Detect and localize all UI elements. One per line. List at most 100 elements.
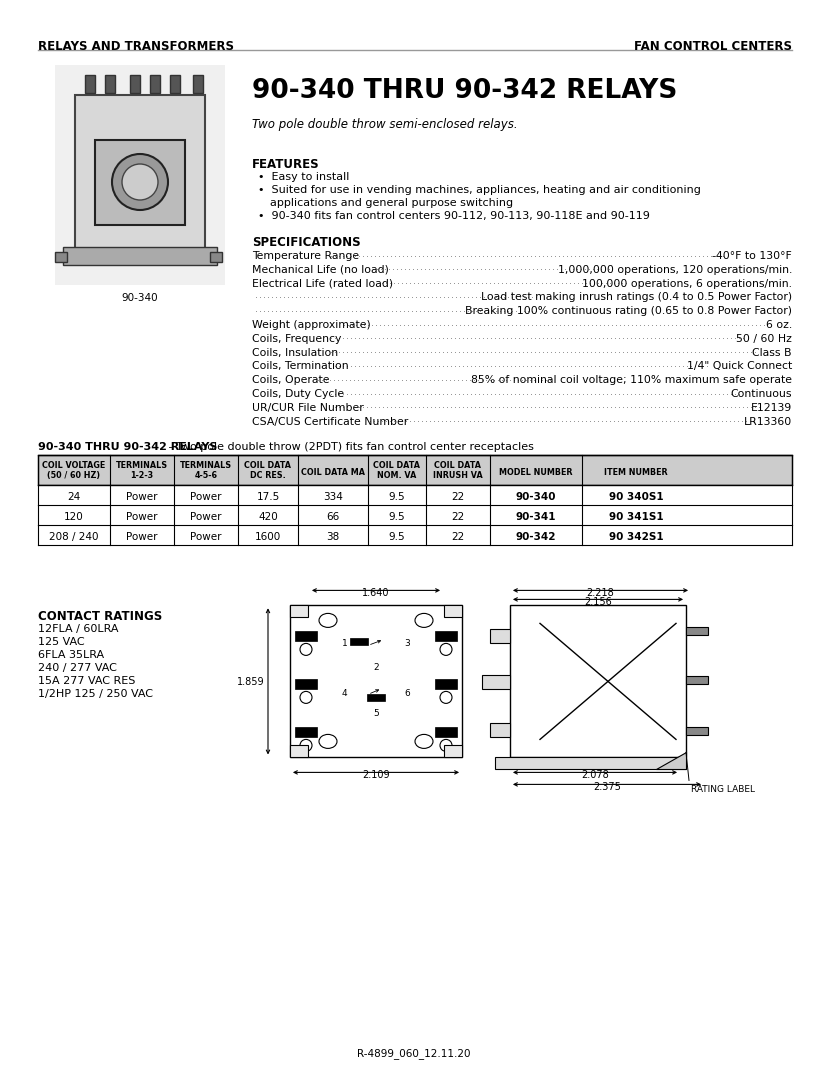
Point (365, 302, 378, 319)
Point (571, 247, 585, 264)
Point (643, 247, 657, 264)
Point (421, 316, 434, 333)
Point (456, 330, 469, 347)
Point (332, 398, 346, 415)
Point (483, 412, 496, 429)
Point (619, 274, 633, 292)
Point (404, 247, 417, 264)
Point (552, 330, 565, 347)
Point (369, 302, 382, 319)
Point (516, 384, 529, 402)
Point (352, 344, 366, 361)
Point (571, 384, 585, 402)
Point (504, 316, 518, 333)
Point (546, 261, 559, 278)
Text: Coils, Operate: Coils, Operate (251, 375, 329, 386)
Point (249, 288, 262, 305)
Point (748, 344, 761, 361)
Point (524, 358, 538, 375)
Point (301, 288, 314, 305)
Point (348, 344, 361, 361)
Point (727, 330, 740, 347)
Point (536, 358, 549, 375)
Point (495, 412, 508, 429)
Point (390, 412, 404, 429)
Point (624, 330, 637, 347)
Point (628, 247, 641, 264)
Bar (495, 757, 686, 769)
Point (539, 274, 552, 292)
Point (608, 384, 621, 402)
Point (600, 344, 613, 361)
Point (492, 384, 505, 402)
Point (371, 274, 385, 292)
Point (353, 302, 366, 319)
Point (313, 288, 326, 305)
Point (735, 330, 748, 347)
Point (463, 274, 476, 292)
Point (403, 372, 416, 389)
Point (588, 398, 601, 415)
Text: RELAYS AND TRANSFORMERS: RELAYS AND TRANSFORMERS (38, 40, 234, 53)
Point (337, 358, 350, 375)
Point (352, 358, 366, 375)
Point (459, 412, 472, 429)
Point (417, 316, 430, 333)
Point (423, 412, 436, 429)
Point (370, 261, 384, 278)
Point (413, 358, 426, 375)
Point (414, 412, 428, 429)
Text: -40°F to 130°F: -40°F to 130°F (711, 251, 791, 261)
Point (401, 316, 414, 333)
Point (319, 372, 332, 389)
Point (448, 398, 461, 415)
Point (471, 372, 485, 389)
Point (681, 316, 694, 333)
Point (557, 316, 570, 333)
Point (739, 412, 752, 429)
Point (523, 384, 537, 402)
Text: Coils, Insulation: Coils, Insulation (251, 347, 337, 358)
Point (540, 384, 553, 402)
Point (451, 412, 464, 429)
Point (432, 344, 445, 361)
Point (600, 316, 614, 333)
Point (448, 358, 461, 375)
Point (543, 412, 556, 429)
Point (253, 302, 266, 319)
Point (480, 247, 493, 264)
Point (400, 247, 414, 264)
Point (496, 358, 509, 375)
Bar (38, 505, 791, 525)
Point (528, 358, 542, 375)
Point (460, 344, 473, 361)
Text: •  Suited for use in vending machines, appliances, heating and air conditioning: • Suited for use in vending machines, ap… (258, 185, 700, 195)
Point (381, 302, 394, 319)
Point (392, 247, 405, 264)
Point (444, 358, 457, 375)
Point (329, 288, 342, 305)
Point (684, 358, 697, 375)
Point (616, 358, 629, 375)
Point (592, 384, 605, 402)
Text: 240 / 277 VAC: 240 / 277 VAC (38, 663, 117, 674)
Point (536, 247, 549, 264)
Point (467, 372, 480, 389)
Point (583, 274, 596, 292)
Point (720, 316, 734, 333)
Point (652, 330, 665, 347)
Point (507, 274, 520, 292)
Point (451, 372, 464, 389)
Point (576, 358, 590, 375)
Point (512, 344, 525, 361)
Point (564, 344, 577, 361)
Point (335, 372, 348, 389)
Point (691, 344, 705, 361)
Point (445, 288, 458, 305)
Point (636, 344, 649, 361)
Point (588, 247, 601, 264)
Point (720, 398, 734, 415)
Point (676, 358, 689, 375)
Point (586, 261, 600, 278)
Point (562, 261, 576, 278)
